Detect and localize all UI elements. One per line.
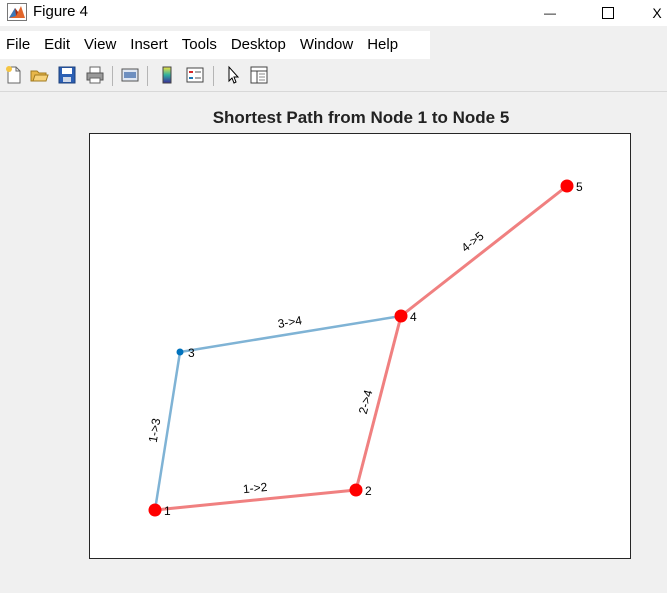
minimize-icon: — [544,6,556,20]
toolbar-separator [112,66,113,86]
maximize-icon [602,7,614,19]
toolbar-separator [213,66,214,86]
plot-axes[interactable]: 1->2 1->3 2->4 3->4 4->5 1 2 3 4 5 [89,133,631,559]
menu-edit[interactable]: Edit [44,36,71,53]
edge-label-1-3: 1->3 [146,417,164,444]
edge-label-2-4: 2->4 [356,388,376,415]
print-button[interactable] [84,64,106,86]
menu-window[interactable]: Window [299,36,354,53]
open-file-button[interactable] [28,64,50,86]
graph-edge-2-4 [354,315,403,491]
menu-view[interactable]: View [84,36,117,53]
graph-edge-1-2 [154,488,357,512]
new-figure-button[interactable] [3,64,25,86]
graph-node-4 [394,309,408,323]
menu-help[interactable]: Help [367,36,399,53]
close-button[interactable]: X [642,0,667,26]
close-icon: X [652,5,662,21]
graph-node-1 [148,503,162,517]
menu-tools[interactable]: Tools [181,36,217,53]
graph-node-2 [349,483,363,497]
colorbar-icon [162,66,172,84]
figure-toolbar [0,61,667,92]
node-label-1: 1 [164,504,171,518]
window-title: Figure 4 [33,3,89,20]
open-file-icon [30,70,49,82]
plot-title: Shortest Path from Node 1 to Node 5 [212,108,510,127]
save-button[interactable] [56,64,78,86]
graph-edge-4-5 [400,184,568,318]
save-icon [58,66,76,84]
legend-icon [186,67,204,83]
edge-label-3-4: 3->4 [277,313,304,331]
menu-bar: File Edit View Insert Tools Desktop Wind… [0,31,430,59]
maximize-button[interactable] [588,0,628,26]
menu-desktop[interactable]: Desktop [230,36,286,53]
node-label-4: 4 [410,310,417,324]
node-label-3: 3 [188,346,195,360]
edge-label-1-2: 1->2 [242,480,268,496]
property-inspector-button[interactable] [248,64,270,86]
edit-plot-button[interactable] [222,64,244,86]
minimize-button[interactable]: — [530,0,570,26]
link-plot-button[interactable] [119,64,141,86]
toolbar-separator [147,66,148,86]
node-label-2: 2 [365,484,372,498]
window-title-bar: Figure 4 — X [0,0,667,26]
menu-file[interactable]: File [6,36,31,53]
graph-edge-3-4 [179,314,402,354]
edit-plot-arrow-icon [228,65,240,84]
property-inspector-icon [250,66,268,84]
graph-node-5 [560,179,574,193]
matlab-logo-icon [7,3,27,21]
link-plot-icon [121,68,139,82]
legend-button[interactable] [184,64,206,86]
graph-node-3 [176,348,184,356]
menu-insert[interactable]: Insert [130,36,168,53]
new-figure-icon [6,66,21,84]
node-label-5: 5 [576,180,583,194]
graph-edge-1-3 [153,351,182,511]
colorbar-button[interactable] [156,64,178,86]
print-icon [86,66,104,84]
